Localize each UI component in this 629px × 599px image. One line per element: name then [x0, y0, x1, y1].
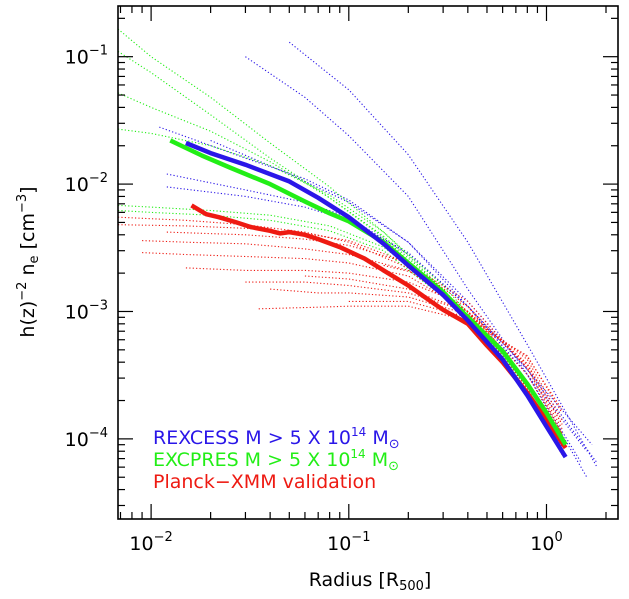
individual-profile-8 — [118, 92, 563, 434]
axis-ticks — [118, 6, 618, 519]
rexcess-mean-line — [185, 140, 568, 459]
individual-profile-4 — [288, 41, 598, 468]
individual-profile-23 — [166, 231, 563, 449]
individual-profile-5 — [210, 139, 593, 446]
individual-profile-13 — [118, 224, 563, 452]
individual-profile-11 — [118, 209, 563, 440]
legend: REXCESS M > 5 X 1014 M⊙ EXCPRES M > 5 X … — [153, 425, 400, 493]
y-tick-label: 10−4 — [65, 426, 108, 451]
y-tick-label: 10−2 — [65, 171, 108, 196]
individual-profile-2 — [166, 173, 598, 464]
x-axis-label: Radius [R500] — [309, 569, 432, 594]
individual-profile-1 — [245, 56, 582, 463]
mean-profiles — [169, 138, 568, 459]
x-tick-label: 10−1 — [327, 530, 370, 555]
individual-profile-20 — [304, 275, 563, 425]
plot-frame — [117, 5, 619, 520]
legend-entry-rexcess: REXCESS M > 5 X 1014 M⊙ — [153, 425, 400, 452]
individual-profile-19 — [258, 305, 563, 414]
individual-profile-15 — [142, 252, 563, 434]
individual-profile-22 — [383, 264, 563, 434]
excpres-mean-line — [169, 138, 568, 446]
individual-profile-10 — [118, 204, 563, 434]
individual-profile-6 — [118, 28, 563, 434]
individual-profile-9 — [118, 128, 563, 434]
y-tick-label: 10−3 — [65, 298, 108, 323]
x-tick-label: 100 — [530, 530, 562, 555]
legend-entry-planck-xmm: Planck−XMM validation — [153, 471, 376, 493]
y-axis-label: h(z)−2 ne [cm−3] — [15, 186, 42, 337]
tick-labels: 10−2 10−1 100 10−1 10−2 10−3 10−4 — [65, 44, 563, 555]
individual-profile-16 — [185, 267, 563, 430]
individual-profile-17 — [245, 281, 563, 425]
individual-profile-18 — [270, 288, 563, 421]
y-tick-label: 10−1 — [65, 44, 108, 69]
individual-profile-14 — [142, 240, 563, 440]
legend-entry-excpres: EXCPRES M > 5 X 1014 M⊙ — [153, 447, 399, 474]
x-tick-label: 10−2 — [129, 530, 172, 555]
individual-profile-0 — [159, 126, 588, 452]
individual-profile-3 — [166, 186, 588, 478]
